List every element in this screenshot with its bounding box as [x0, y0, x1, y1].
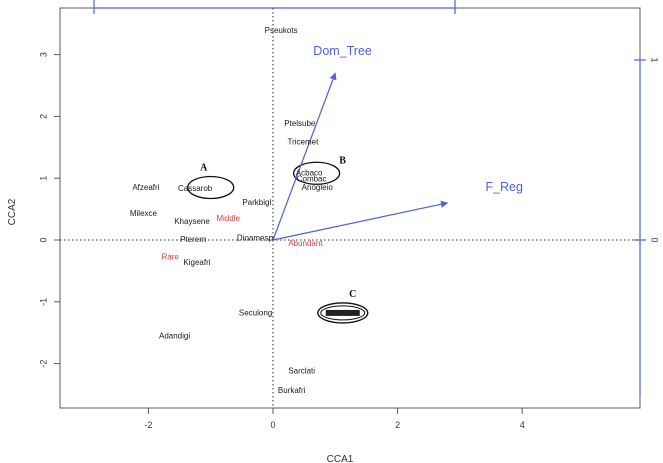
species-label: Khaysene — [174, 217, 210, 226]
species-label: Tricemet — [287, 137, 319, 146]
group-ellipse-inner-c — [320, 305, 366, 321]
species-label: Abundant — [288, 239, 323, 248]
species-label: Kigeafri — [183, 258, 210, 267]
y-tick-label: 1 — [38, 176, 48, 181]
group-ellipse-a — [187, 175, 235, 200]
y-tick-label: 2 — [38, 114, 48, 119]
right-tick-label: 0 — [650, 237, 660, 242]
species-label: Milexce — [130, 209, 158, 218]
vector-label-dom-tree: Dom_Tree — [313, 44, 372, 58]
y-tick-label: 0 — [38, 237, 48, 242]
species-label: Sarclati — [288, 367, 315, 376]
group-label-c: C — [349, 289, 356, 300]
species-label: Adandigi — [159, 332, 190, 341]
x-axis-title: CCA1 — [327, 454, 354, 463]
x-tick-label: 2 — [395, 420, 400, 430]
plot-frame — [59, 7, 641, 409]
y-axis-title: CCA2 — [7, 198, 18, 225]
group-ellipse-b — [292, 161, 341, 185]
species-label: Combac — [297, 175, 327, 184]
vector-dom-tree — [272, 72, 337, 241]
vector-label-f-reg: F_Reg — [485, 180, 523, 194]
species-label: Cassarob — [178, 184, 213, 193]
x-tick-label: -2 — [144, 420, 152, 430]
species-label: Burkafri — [278, 386, 306, 395]
species-label: Rare — [162, 252, 180, 261]
x-tick-label: 0 — [270, 420, 275, 430]
species-label: Pseukots — [265, 26, 298, 35]
y-tick-label: 3 — [38, 52, 48, 57]
group-c-overlap-label — [325, 309, 360, 316]
group-label-b: B — [339, 155, 346, 166]
x-tick-label: 4 — [520, 420, 525, 430]
species-label: Ptelsube — [284, 119, 316, 128]
species-label: Dioamesp — [237, 233, 274, 242]
species-label: Afzeafri — [132, 183, 159, 192]
y-tick-label: -2 — [38, 360, 48, 368]
vector-f-reg — [272, 200, 449, 241]
right-tick-label: 1 — [650, 57, 660, 62]
species-label: Seculong — [239, 309, 272, 318]
species-label: Pterern — [180, 235, 206, 244]
species-label: Anogleio — [302, 183, 334, 192]
species-label: Parkbigl — [242, 198, 271, 207]
y-tick-label: -1 — [38, 298, 48, 306]
group-label-a: A — [200, 162, 208, 173]
group-ellipse-c — [317, 302, 369, 324]
species-label: Middle — [216, 214, 240, 223]
species-label: Acbaco — [296, 168, 323, 177]
